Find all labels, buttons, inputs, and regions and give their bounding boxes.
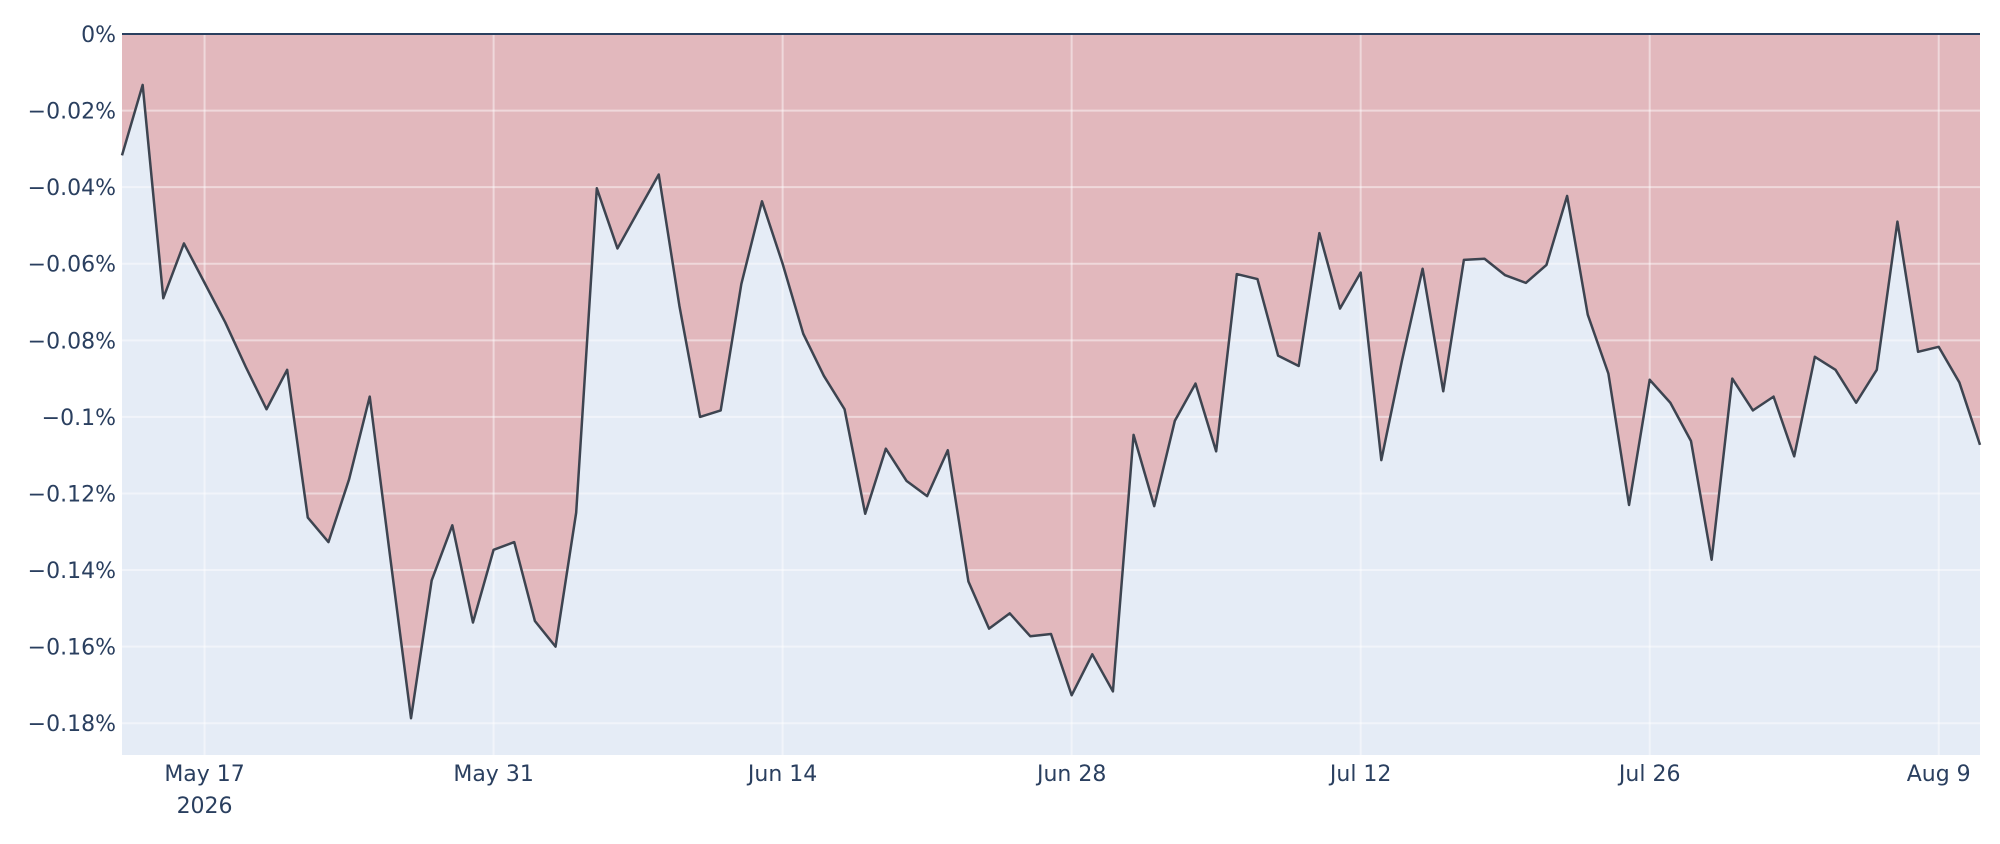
y-tick-label: −0.06%: [28, 253, 116, 278]
x-tick-label: May 17: [164, 762, 244, 787]
y-tick-label: −0.02%: [28, 100, 116, 125]
y-tick-label: −0.18%: [28, 712, 116, 737]
x-tick-sublabel: 2026: [177, 794, 233, 819]
x-tick-label: Aug 9: [1907, 762, 1971, 787]
drawdown-fill: [122, 34, 1980, 719]
drawdown-line: [120, 83, 1982, 720]
y-tick-label: −0.08%: [28, 329, 116, 354]
x-tick-label: Jul 26: [1617, 762, 1681, 787]
y-tick-label: −0.12%: [28, 482, 116, 507]
y-tick-label: −0.14%: [28, 559, 116, 584]
x-tick-label: Jul 12: [1328, 762, 1392, 787]
y-tick-label: 0%: [81, 23, 116, 48]
x-tick-label: Jun 28: [1035, 762, 1106, 787]
x-tick-label: Jun 14: [746, 762, 817, 787]
x-tick-label: May 31: [453, 762, 533, 787]
y-tick-label: −0.04%: [28, 176, 116, 201]
y-tick-label: −0.1%: [42, 406, 116, 431]
y-tick-label: −0.16%: [28, 636, 116, 661]
